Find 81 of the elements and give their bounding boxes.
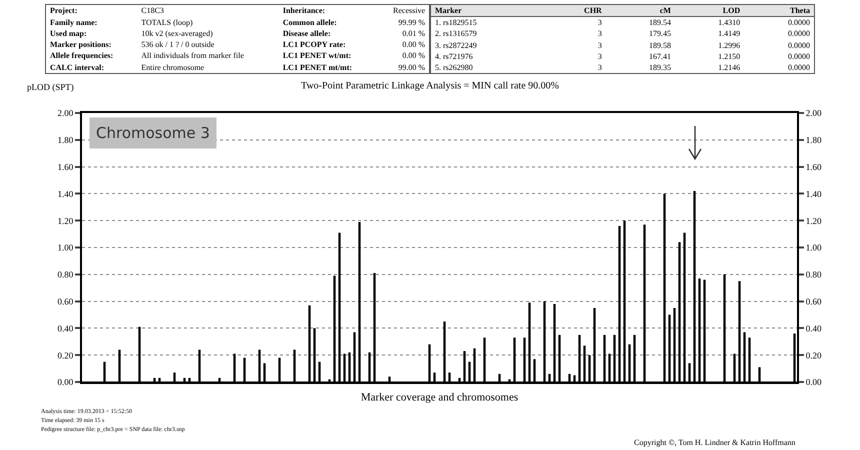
text: LC1 PCOPY rate: (282, 39, 347, 50)
y-tick-label: 0.80 (57, 270, 74, 280)
text: Used map: (49, 28, 88, 39)
text: Copyright ©, Tom H. Lindner & Katrin Hoffmann (634, 438, 796, 447)
text: 10k v2 (sex-averaged) (140, 28, 214, 39)
text: 2. rs1316579 (434, 28, 478, 40)
y-tick-label: 2.00 (57, 108, 74, 118)
text: Recessive (392, 5, 426, 16)
text: 179.45 (648, 28, 672, 40)
text: 0.0000 (787, 28, 811, 40)
text: C18C3 (140, 5, 165, 16)
y-tick-label: 1.00 (57, 242, 74, 253)
y-tick-label: 1.80 (57, 135, 74, 146)
text: All individuals from marker file (140, 50, 245, 62)
text: Project: (49, 5, 78, 16)
text: Marker positions: (49, 39, 112, 50)
text: CALC interval: (49, 62, 105, 74)
text: CHR (546, 4, 606, 17)
text: 99.99 % (397, 16, 426, 28)
text: 3 (596, 50, 603, 62)
text: 3 (596, 28, 603, 40)
text: 0.0000 (787, 40, 811, 51)
text: 0.00 % (401, 39, 426, 50)
text: 99.00 % (397, 62, 426, 74)
text: 189.54 (648, 17, 672, 28)
y-axis-title: pLOD (SPT) (27, 82, 74, 92)
text: LC1 PENET wt/mt: (282, 50, 352, 62)
x-axis-title: Marker coverage and chromosomes (360, 392, 518, 404)
y2-tick-label: 1.20 (806, 216, 822, 226)
text: 3. rs2872249 (434, 40, 478, 51)
y2-tick-label: 1.60 (806, 162, 822, 172)
text: LC1 PENET mt/mt: (282, 62, 354, 74)
text: 0.00 % (401, 50, 426, 62)
text: 167.41 (648, 50, 672, 62)
text: 1.2146 (717, 62, 742, 74)
text: 0.0000 (787, 50, 811, 62)
y-tick-label: 0.40 (57, 323, 74, 334)
y-tick-label: 1.60 (57, 162, 74, 172)
text: Common allele: (282, 16, 338, 28)
text: 1.4310 (717, 17, 742, 28)
y-tick-label: 0.20 (57, 350, 74, 360)
y-tick-label: 0.00 (57, 377, 74, 388)
y2-tick-label: 1.00 (806, 242, 822, 253)
text: 3 (596, 40, 603, 51)
text: Entire chromosome (140, 62, 206, 74)
text: Allele frequencies: (49, 50, 114, 62)
text: 189.58 (648, 40, 672, 51)
y2-tick-label: 1.80 (806, 135, 822, 146)
y2-tick-label: 0.00 (806, 377, 822, 388)
text: TOTALS (loop) (140, 16, 194, 28)
text: Family name: (49, 16, 98, 28)
y-tick-label: 1.40 (57, 188, 74, 199)
chart-title: Two-Point Parametric Linkage Analysis = MIN call rate 90.00% (301, 80, 559, 92)
text: Inheritance: (282, 5, 326, 16)
y2-tick-label: 0.40 (806, 323, 822, 334)
text: 0.0000 (787, 17, 811, 28)
text: 1. rs1829515 (434, 17, 478, 28)
y2-tick-label: 2.00 (806, 108, 822, 118)
text: 4. rs721976 (434, 50, 474, 62)
text: Disease allele: (282, 28, 332, 39)
text: 536 ok / 1 ? / 0 outside (140, 39, 216, 50)
y2-tick-label: 0.20 (806, 350, 822, 360)
text: 0.01 % (401, 28, 426, 39)
text: 3 (596, 62, 603, 74)
annotation: Chromosome 3 (96, 124, 210, 142)
y-tick-label: 0.60 (57, 296, 74, 306)
text: 1.2150 (717, 50, 742, 62)
text: 1.2996 (717, 40, 742, 51)
text: Theta (744, 4, 814, 17)
text: Marker (430, 4, 546, 17)
y2-tick-label: 0.60 (806, 296, 822, 306)
text: cM (606, 4, 675, 17)
text: LOD (674, 4, 744, 17)
text: 0.0000 (787, 62, 811, 74)
y2-tick-label: 0.80 (806, 270, 822, 280)
text: 3 (596, 17, 603, 28)
y-tick-label: 1.20 (57, 216, 74, 226)
text: 5. rs262980 (434, 62, 474, 74)
text: 189.35 (648, 62, 672, 74)
y2-tick-label: 1.40 (806, 188, 822, 199)
text: 1.4149 (717, 28, 742, 40)
